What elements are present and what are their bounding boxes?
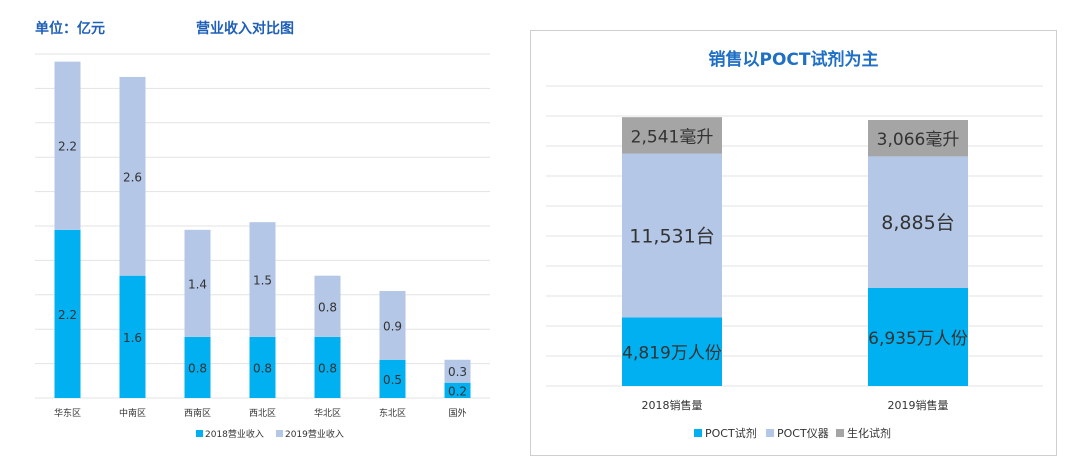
- bar-2018-0: [54, 229, 81, 398]
- data-label: 2,541毫升: [631, 127, 714, 147]
- bar-segment-0-1: [868, 288, 968, 386]
- bar-2018-6: [444, 382, 471, 398]
- left-chart-svg: 2.2 2.2 华东区 1.6 2.6 中南区 0.8 1.4 西南区 0.8 1.5 西北区 0.8 0…: [35, 53, 490, 440]
- data-label: 2.2: [58, 308, 77, 322]
- bar-segment-1-1: [868, 156, 968, 288]
- data-label: 8,885台: [881, 212, 954, 234]
- right-chart-panel: 销售以POCT试剂为主 4,819万人份 11,531台 2,541毫升 2018销售…: [530, 30, 1057, 456]
- data-label: 0.5: [383, 373, 402, 387]
- data-label: 2.2: [58, 140, 77, 154]
- data-label: 3,066毫升: [877, 130, 960, 150]
- data-label: 6,935万人份: [868, 329, 968, 349]
- bar-2019-0: [54, 61, 81, 230]
- data-label: 0.9: [383, 319, 402, 333]
- bar-2019-4: [314, 275, 341, 337]
- right-chart-svg: 4,819万人份 11,531台 2,541毫升 2018销售量 6,935万人份 8,8…: [546, 85, 1043, 440]
- x-tick-label: 西北区: [249, 408, 276, 419]
- bar-2018-5: [379, 359, 406, 398]
- bar-2018-4: [314, 336, 341, 398]
- bar-segment-0-0: [622, 317, 722, 386]
- bar-segment-2-1: [868, 120, 968, 157]
- x-tick-label: 华北区: [314, 407, 341, 419]
- data-label: 0.3: [448, 365, 467, 379]
- legend-swatch: [766, 429, 774, 437]
- data-label: 0.8: [188, 361, 207, 375]
- legend-swatch: [276, 430, 283, 437]
- data-label: 1.4: [188, 277, 207, 291]
- legend-swatch: [836, 429, 844, 437]
- left-chart-title: 营业收入对比图: [196, 21, 294, 37]
- bar-2019-3: [249, 222, 276, 337]
- bar-segment-1-0: [622, 153, 722, 318]
- data-label: 2.6: [123, 170, 142, 184]
- legend-label: 2018营业收入: [205, 428, 264, 440]
- bar-2019-6: [444, 359, 471, 383]
- unit-label: 单位：亿元: [35, 21, 105, 37]
- data-label: 0.2: [448, 384, 467, 398]
- legend-swatch: [694, 429, 702, 437]
- x-tick-label: 中南区: [119, 407, 146, 419]
- x-tick-label: 西南区: [184, 407, 211, 419]
- x-tick-label: 2019销售量: [888, 398, 949, 412]
- legend-label: 生化试剂: [847, 426, 891, 440]
- x-tick-label: 2018销售量: [642, 398, 703, 412]
- left-chart-panel: 单位：亿元 营业收入对比图 2.2 2.2 华东区 1.6 2.6 中南区 0.8 1.4 西南…: [0, 0, 500, 471]
- bar-2018-2: [184, 336, 211, 398]
- data-label: 4,819万人份: [622, 344, 722, 364]
- bar-2019-1: [119, 76, 146, 276]
- bar-segment-2-0: [622, 117, 722, 154]
- legend-label: 2019营业收入: [285, 428, 344, 440]
- x-tick-label: 东北区: [379, 407, 406, 419]
- bar-2018-3: [249, 336, 276, 398]
- bar-2019-2: [184, 229, 211, 337]
- data-label: 1.5: [253, 274, 272, 288]
- right-chart-title: 销售以POCT试剂为主: [708, 50, 879, 70]
- data-label: 0.8: [318, 361, 337, 375]
- legend-swatch: [196, 430, 203, 437]
- data-label: 0.8: [253, 361, 272, 375]
- data-label: 0.8: [318, 300, 337, 314]
- x-tick-label: 国外: [448, 407, 466, 419]
- legend-label: POCT仪器: [777, 427, 829, 440]
- data-label: 11,531台: [629, 226, 714, 248]
- x-tick-label: 华东区: [54, 407, 81, 419]
- bar-2018-1: [119, 275, 146, 398]
- legend-label: POCT试剂: [705, 426, 757, 440]
- bar-2019-5: [379, 290, 406, 360]
- data-label: 1.6: [123, 331, 142, 345]
